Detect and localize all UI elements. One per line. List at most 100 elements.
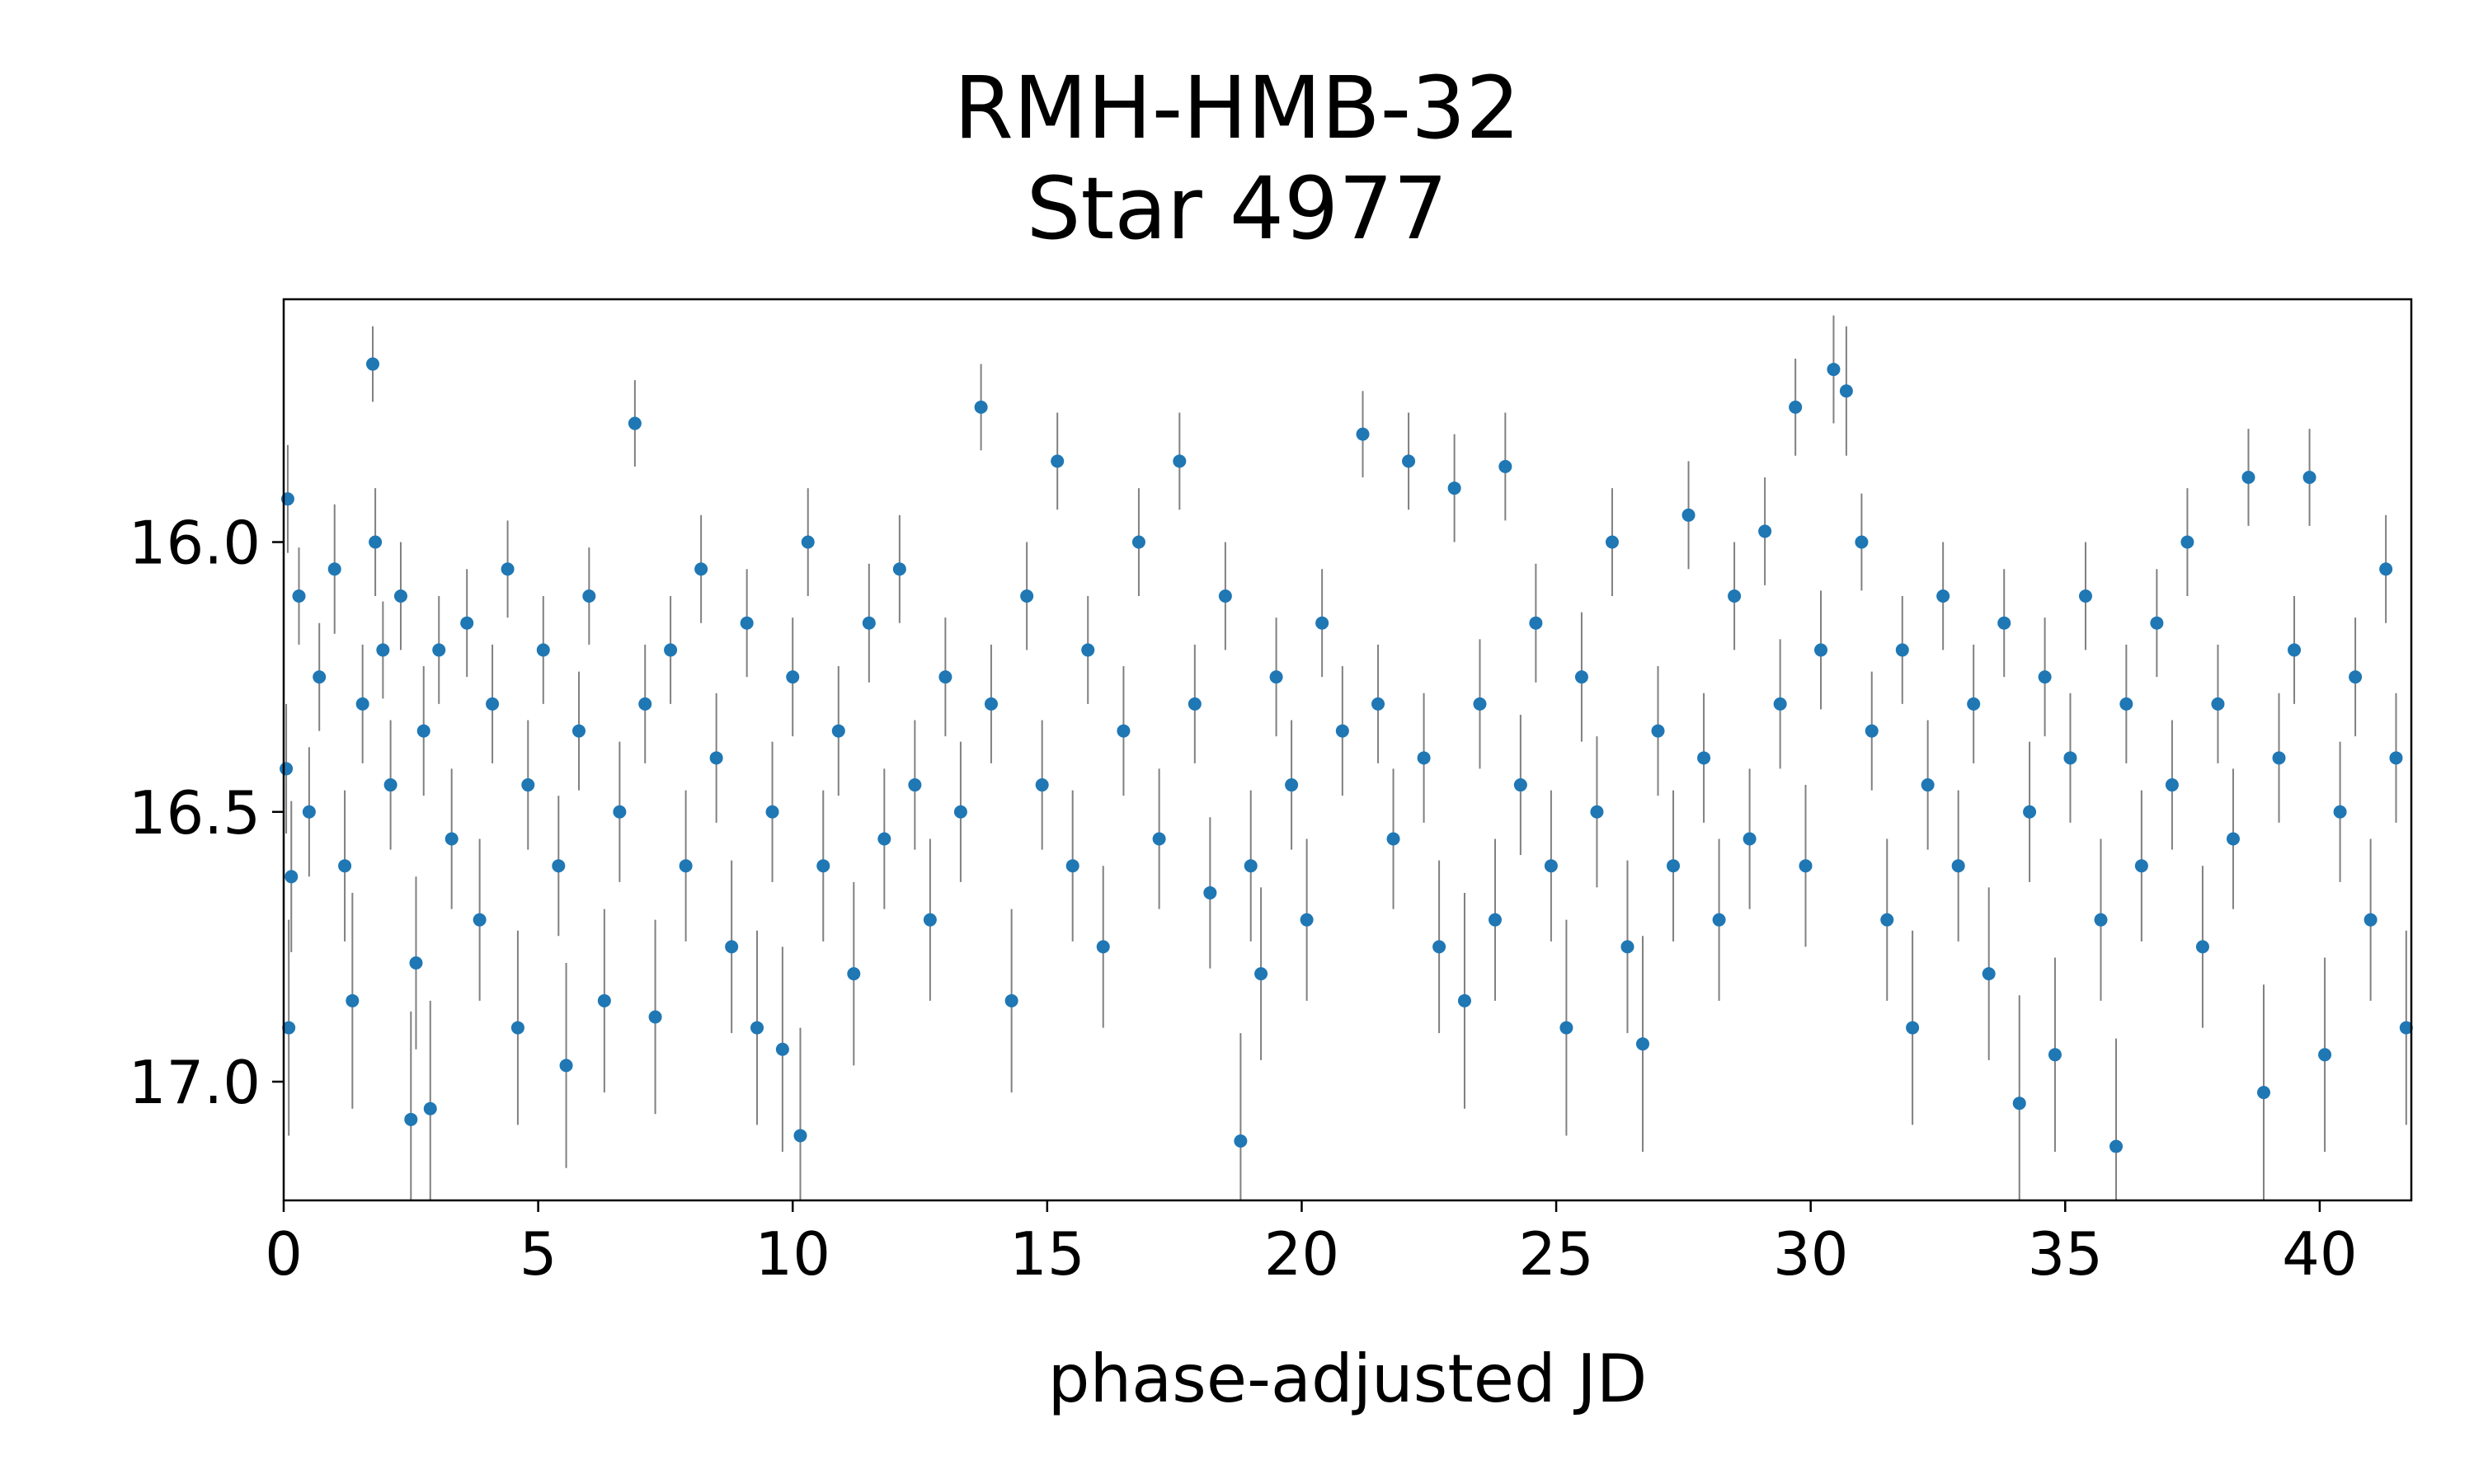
data-point — [1417, 751, 1431, 765]
data-point — [953, 805, 967, 819]
chart-title-line-1: RMH-HMB-32 — [953, 58, 1521, 158]
data-point — [709, 751, 723, 765]
x-tick-label: 20 — [1264, 1219, 1340, 1289]
data-point — [679, 859, 693, 873]
data-point — [2063, 751, 2077, 765]
data-point — [416, 724, 430, 738]
data-point — [1188, 697, 1202, 711]
data-point — [862, 616, 876, 630]
data-point — [664, 643, 678, 657]
data-point — [393, 589, 407, 603]
data-point — [1402, 454, 1416, 468]
data-point — [460, 616, 474, 630]
data-point — [1004, 993, 1018, 1007]
data-point — [1173, 454, 1187, 468]
data-point — [1386, 832, 1400, 846]
marker-layer — [280, 357, 2413, 1153]
plot-frame — [282, 298, 2413, 1202]
data-point — [1605, 535, 1619, 549]
data-point — [1743, 832, 1757, 846]
data-point — [694, 562, 708, 576]
data-point — [847, 967, 861, 981]
data-point — [1967, 697, 1981, 711]
x-tick-label: 40 — [2282, 1219, 2358, 1289]
data-point — [648, 1010, 662, 1024]
data-point — [409, 956, 423, 970]
chart-title: RMH-HMB-32 Star 4977 — [0, 58, 2474, 259]
data-point — [1712, 913, 1726, 927]
data-point — [346, 993, 360, 1007]
data-point — [2226, 832, 2240, 846]
data-point — [2333, 805, 2347, 819]
data-point — [2038, 670, 2052, 684]
data-point — [793, 1129, 807, 1143]
x-tick-label: 15 — [1009, 1219, 1085, 1289]
data-point — [1020, 589, 1034, 603]
data-point — [725, 940, 739, 954]
data-point — [1697, 751, 1711, 765]
data-point — [750, 1021, 764, 1035]
data-point — [432, 643, 446, 657]
x-tick-label: 35 — [2027, 1219, 2103, 1289]
data-point — [1356, 427, 1370, 441]
data-point — [282, 1021, 296, 1035]
data-point — [536, 643, 550, 657]
data-point — [1651, 724, 1665, 738]
data-point — [1254, 967, 1268, 981]
data-point — [2363, 913, 2378, 927]
data-point — [638, 697, 652, 711]
data-point — [877, 832, 891, 846]
data-point — [1529, 616, 1543, 630]
data-point — [1473, 697, 1487, 711]
data-point — [1152, 832, 1166, 846]
data-point — [552, 859, 566, 873]
data-point — [892, 562, 906, 576]
x-tick-label: 5 — [520, 1219, 557, 1289]
data-point — [2165, 778, 2179, 792]
data-point — [501, 562, 515, 576]
data-point — [2180, 535, 2194, 549]
data-point — [2119, 697, 2133, 711]
data-point — [628, 416, 642, 430]
data-point — [1335, 724, 1349, 738]
data-point — [1895, 643, 1909, 657]
data-point — [1667, 859, 1681, 873]
data-point — [1244, 859, 1258, 873]
data-point — [376, 643, 390, 657]
data-point — [1035, 778, 1049, 792]
data-point — [1635, 1037, 1649, 1051]
y-tick-label: 17.0 — [129, 1048, 261, 1117]
data-point — [366, 357, 380, 371]
data-point — [816, 859, 830, 873]
data-point — [1269, 670, 1283, 684]
data-point — [1432, 940, 1446, 954]
data-point — [486, 697, 500, 711]
data-point — [2195, 940, 2209, 954]
data-point — [292, 589, 306, 603]
data-point — [582, 589, 596, 603]
data-point — [510, 1021, 524, 1035]
data-point — [2379, 562, 2393, 576]
data-point — [938, 670, 952, 684]
x-tick-label: 10 — [755, 1219, 830, 1289]
data-point — [1498, 459, 1512, 473]
data-point — [2109, 1139, 2124, 1153]
x-axis: 0 5 10 15 20 25 30 35 40 — [265, 1200, 2358, 1289]
data-point — [1865, 724, 1879, 738]
data-point — [2272, 751, 2286, 765]
data-point — [2318, 1048, 2332, 1062]
data-point — [571, 724, 586, 738]
errorbar-layer — [285, 315, 2407, 1200]
data-point — [1065, 859, 1079, 873]
data-point — [1300, 913, 1314, 927]
data-point — [355, 697, 369, 711]
data-point — [1951, 859, 1965, 873]
data-point — [597, 993, 611, 1007]
data-point — [302, 805, 316, 819]
data-point — [1839, 384, 1853, 398]
data-point — [423, 1101, 437, 1115]
data-point — [1758, 524, 1772, 538]
data-point — [613, 805, 627, 819]
data-point — [2241, 470, 2255, 484]
